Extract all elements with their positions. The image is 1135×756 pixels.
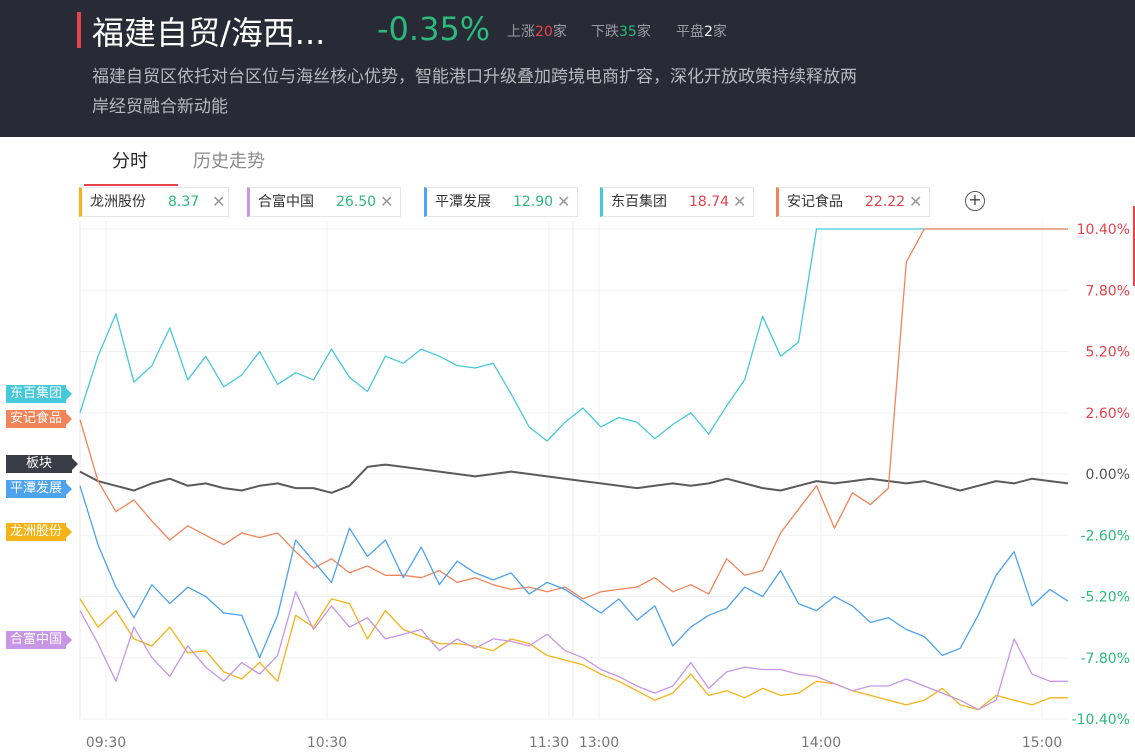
series-badge: 合富中国 [6, 631, 73, 649]
series-line [79, 598, 1068, 711]
chip-name: 龙洲股份 [90, 194, 146, 210]
flat-count: 2 [704, 24, 713, 40]
stock-chip[interactable]: 平潭发展 12.90 ✕ [424, 187, 578, 217]
change-percent: -0.35% [377, 10, 491, 48]
down-unit: 家 [636, 24, 651, 40]
up-label: 上涨 [507, 24, 535, 40]
series-badge: 东百集团 [6, 385, 73, 403]
stock-chip[interactable]: 合富中国 26.50 ✕ [247, 187, 401, 217]
series-badge: 安记食品 [6, 410, 73, 428]
tab-history[interactable]: 历史走势 [193, 151, 265, 172]
close-icon[interactable]: ✕ [212, 192, 226, 211]
x-tick-label: 09:30 [86, 735, 126, 751]
y-tick-label: 0.00% [1086, 467, 1130, 483]
down-count: 35 [619, 24, 637, 40]
close-icon[interactable]: ✕ [380, 192, 394, 211]
series-line [79, 591, 1068, 711]
title-accent [77, 12, 81, 48]
flat-label: 平盘 [676, 24, 704, 40]
close-icon[interactable]: ✕ [909, 192, 923, 211]
y-tick-label: -2.60% [1080, 528, 1130, 544]
y-tick-label: 5.20% [1086, 345, 1130, 361]
x-tick-label: 10:30 [307, 735, 347, 751]
y-tick-label: -5.20% [1080, 590, 1130, 606]
y-tick-label: 10.40% [1077, 222, 1130, 238]
chip-price: 22.22 [865, 194, 906, 210]
stock-chip[interactable]: 龙洲股份 8.37 ✕ [79, 187, 229, 217]
down-label: 下跌 [591, 24, 619, 40]
y-tick-label: -10.40% [1072, 712, 1130, 728]
y-tick-label: 2.60% [1086, 406, 1130, 422]
flat-stat: 平盘2家 [676, 21, 727, 41]
chip-name: 平潭发展 [435, 194, 491, 210]
x-tick-label: 11:30 [529, 735, 569, 751]
chip-price: 8.37 [168, 194, 200, 210]
x-tick-label: 14:00 [801, 735, 841, 751]
up-unit: 家 [552, 24, 567, 40]
up-count: 20 [535, 24, 553, 40]
chip-price: 26.50 [336, 194, 377, 210]
series-badge: 龙洲股份 [6, 523, 73, 541]
stock-chip[interactable]: 东百集团 18.74 ✕ [600, 187, 754, 217]
tab-intraday[interactable]: 分时 [84, 146, 178, 186]
scroll-indicator[interactable] [1133, 206, 1135, 286]
description: 福建自贸区依托对台区位与海丝核心优势，智能港口升级叠加跨境电商扩容，深化开放政策… [92, 67, 857, 117]
y-tick-label: 7.80% [1086, 283, 1130, 299]
chip-name: 合富中国 [258, 194, 314, 210]
series-line [79, 463, 1069, 494]
chip-price: 12.90 [513, 194, 554, 210]
header: 福建自贸/海西... -0.35% 上涨20家 下跌35家 平盘2家 福建自贸区… [0, 0, 1135, 137]
series-line [79, 228, 1068, 600]
chip-name: 东百集团 [611, 194, 667, 210]
stock-chip[interactable]: 安记食品 22.22 ✕ [776, 187, 930, 217]
x-tick-label: 15:00 [1022, 735, 1062, 751]
page-title: 福建自贸/海西... [92, 14, 326, 52]
chip-name: 安记食品 [787, 194, 843, 210]
series-badge: 板块 [6, 455, 79, 473]
chip-price: 18.74 [689, 194, 730, 210]
down-stat: 下跌35家 [591, 21, 651, 41]
intraday-chart: 10.40% 7.80% 5.20% 2.60% 0.00% -2.60% -5.20% -7… [79, 221, 1130, 751]
series-line [79, 228, 1068, 442]
series-line [79, 485, 1069, 659]
x-tick-label: 13:00 [579, 735, 619, 751]
add-stock-icon[interactable]: + [965, 191, 985, 211]
y-tick-label: -7.80% [1080, 651, 1130, 667]
up-stat: 上涨20家 [507, 21, 567, 41]
flat-unit: 家 [712, 24, 727, 40]
series-badge: 平潭发展 [6, 480, 73, 498]
close-icon[interactable]: ✕ [733, 192, 747, 211]
close-icon[interactable]: ✕ [557, 192, 571, 211]
